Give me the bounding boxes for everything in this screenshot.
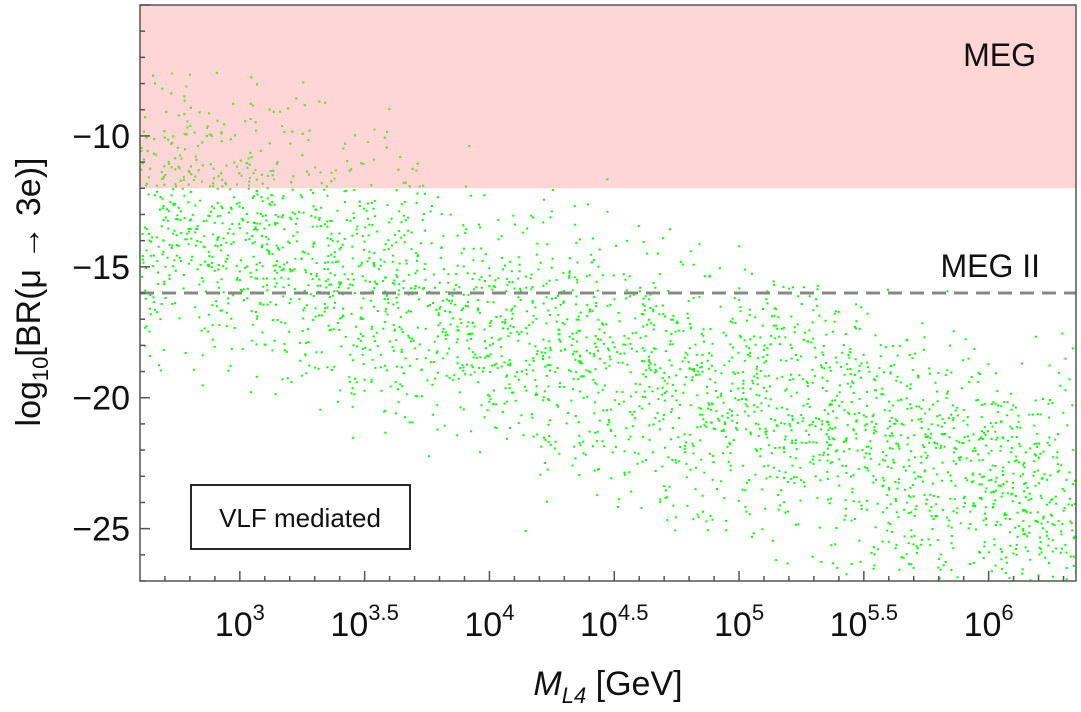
legend-box <box>190 484 411 550</box>
legend: VLF mediated <box>190 484 411 550</box>
legend-label: VLF mediated <box>219 503 381 533</box>
meg-excluded-region <box>140 5 1076 189</box>
x-tick-label: 104 <box>464 600 514 644</box>
x-tick-label: 105 <box>714 600 764 644</box>
x-axis-title: ML4 [GeV] <box>533 665 682 708</box>
scatter-point-cloud <box>140 71 1076 581</box>
y-axis-title: log10[BR(μ → 3e)] <box>10 158 53 427</box>
y-tick-label: −15 <box>72 249 130 287</box>
y-tick-label: −10 <box>72 118 130 156</box>
x-tick-labels: 103 103.5 104 104.5 105 105.5 106 <box>215 600 1014 644</box>
axis-ticks <box>140 4 1065 582</box>
x-tick-label: 104.5 <box>580 600 648 644</box>
x-tick-label: 103 <box>215 600 265 644</box>
y-tick-label: −25 <box>72 511 130 549</box>
x-tick-label: 106 <box>964 600 1014 644</box>
meg-ii-label: MEG II <box>940 248 1040 284</box>
meg-label: MEG <box>963 37 1036 73</box>
x-tick-label: 103.5 <box>330 600 398 644</box>
y-tick-label: −20 <box>72 380 130 418</box>
plot-frame <box>139 4 1077 582</box>
scatter-points <box>140 71 1076 581</box>
y-tick-labels: −10 −15 −20 −25 <box>72 118 130 549</box>
x-tick-label: 105.5 <box>830 600 898 644</box>
